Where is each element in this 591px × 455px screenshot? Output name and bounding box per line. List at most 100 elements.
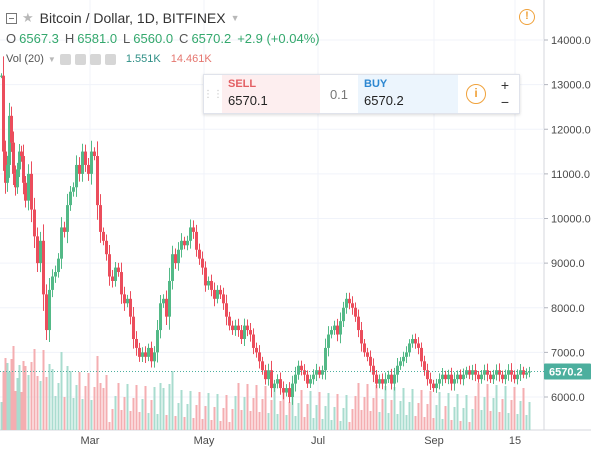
candle-body bbox=[477, 374, 480, 380]
volume-bar bbox=[141, 399, 144, 430]
volume-bar bbox=[279, 401, 282, 430]
candle-body bbox=[522, 370, 525, 375]
candle-body bbox=[120, 272, 123, 295]
candle-body bbox=[285, 388, 288, 393]
candle-body bbox=[20, 151, 23, 157]
candle-body bbox=[261, 361, 264, 371]
x-tick-label: Sep bbox=[424, 435, 444, 447]
volume-bar bbox=[270, 400, 273, 430]
chevron-down-icon[interactable]: ▼ bbox=[230, 13, 240, 23]
candle-body bbox=[132, 316, 135, 339]
info-button[interactable]: i bbox=[458, 75, 494, 113]
volume-bar bbox=[393, 387, 396, 430]
candle-body bbox=[81, 151, 84, 174]
candle-body bbox=[267, 370, 270, 380]
volume-bar bbox=[51, 369, 54, 430]
volume-bar bbox=[222, 408, 225, 430]
candle-body bbox=[270, 370, 273, 389]
buy-label: BUY bbox=[364, 78, 388, 90]
candle-body bbox=[156, 330, 159, 353]
buy-button[interactable]: BUY 6570.2 bbox=[358, 75, 458, 113]
candle-body bbox=[327, 334, 330, 348]
volume-bar bbox=[405, 415, 408, 430]
candle-body bbox=[18, 151, 21, 170]
volume-bar bbox=[519, 401, 522, 430]
candle-body bbox=[39, 240, 42, 264]
candle-body bbox=[252, 334, 255, 348]
volume-bar bbox=[336, 394, 339, 430]
candle-body bbox=[495, 370, 498, 375]
volume-bar bbox=[42, 350, 45, 430]
candle-body bbox=[42, 240, 45, 295]
candle-body bbox=[432, 383, 435, 389]
drag-handle-icon[interactable]: ⋮⋮ bbox=[203, 88, 223, 100]
candle-body bbox=[114, 267, 117, 281]
minus-button[interactable]: − bbox=[500, 94, 510, 110]
candle-body bbox=[6, 164, 9, 183]
candle-body bbox=[474, 370, 477, 375]
eye-icon[interactable] bbox=[59, 53, 71, 65]
candle-body bbox=[159, 303, 162, 331]
volume-bar bbox=[234, 396, 237, 430]
chart-header: ★ Bitcoin / Dollar, 1D, BITFINEX ▼ bbox=[6, 7, 240, 29]
quantity-value[interactable]: 0.1 bbox=[329, 86, 349, 102]
volume-bar bbox=[276, 414, 279, 430]
x-tick-label: Jul bbox=[311, 435, 325, 447]
candle-body bbox=[453, 379, 456, 384]
volume-bar bbox=[27, 375, 30, 430]
candle-body bbox=[138, 347, 141, 357]
volume-bar bbox=[189, 391, 192, 430]
candle-body bbox=[195, 231, 198, 250]
open-value: 6567.3 bbox=[19, 31, 59, 46]
candle-body bbox=[312, 374, 315, 380]
volume-bar bbox=[408, 402, 411, 430]
y-tick-label: 7000.0 bbox=[551, 347, 585, 359]
candle-body bbox=[315, 370, 318, 375]
candle-body bbox=[357, 316, 360, 331]
candle-body bbox=[30, 173, 33, 210]
volume-bar bbox=[453, 407, 456, 430]
settings-icon[interactable] bbox=[74, 53, 86, 65]
candle-body bbox=[72, 187, 75, 192]
volume-value-1: 1.551K bbox=[125, 53, 161, 65]
candle-body bbox=[492, 374, 495, 380]
candle-body bbox=[366, 352, 369, 357]
volume-bar bbox=[195, 405, 198, 430]
close-icon[interactable] bbox=[104, 53, 116, 65]
volume-bar bbox=[342, 408, 345, 430]
chevron-down-icon[interactable]: ▼ bbox=[47, 54, 56, 64]
candle-body bbox=[345, 298, 348, 308]
candle-body bbox=[186, 240, 189, 246]
candle-body bbox=[66, 205, 69, 232]
warning-icon[interactable]: ! bbox=[519, 9, 535, 25]
high-label: H bbox=[64, 31, 75, 46]
symbol-title[interactable]: Bitcoin / Dollar, 1D, BITFINEX bbox=[39, 10, 226, 26]
volume-bar bbox=[132, 398, 135, 430]
collapse-icon[interactable] bbox=[6, 12, 17, 24]
volume-bar bbox=[441, 419, 444, 430]
volume-bar bbox=[225, 395, 228, 430]
volume-bar bbox=[366, 384, 369, 430]
close-value: 6570.2 bbox=[191, 31, 232, 46]
volume-bar bbox=[150, 400, 153, 430]
candle-body bbox=[354, 307, 357, 317]
plus-button[interactable]: + bbox=[500, 77, 510, 93]
volume-bar bbox=[318, 392, 321, 430]
candle-body bbox=[54, 272, 57, 277]
volume-label[interactable]: Vol (20) bbox=[6, 53, 44, 65]
volume-bar bbox=[495, 385, 498, 430]
candle-body bbox=[504, 374, 507, 380]
sell-button[interactable]: SELL 6570.1 bbox=[222, 75, 320, 113]
volume-legend: Vol (20) ▼ 1.551K 14.461K bbox=[6, 53, 212, 65]
volume-bar bbox=[159, 383, 162, 430]
volume-bar bbox=[72, 398, 75, 430]
volume-bar bbox=[66, 366, 69, 430]
volume-bar bbox=[528, 402, 531, 430]
candle-body bbox=[204, 267, 207, 286]
add-icon[interactable] bbox=[89, 53, 101, 65]
star-icon[interactable]: ★ bbox=[22, 10, 34, 25]
candle-body bbox=[339, 321, 342, 335]
volume-bar bbox=[114, 396, 117, 430]
